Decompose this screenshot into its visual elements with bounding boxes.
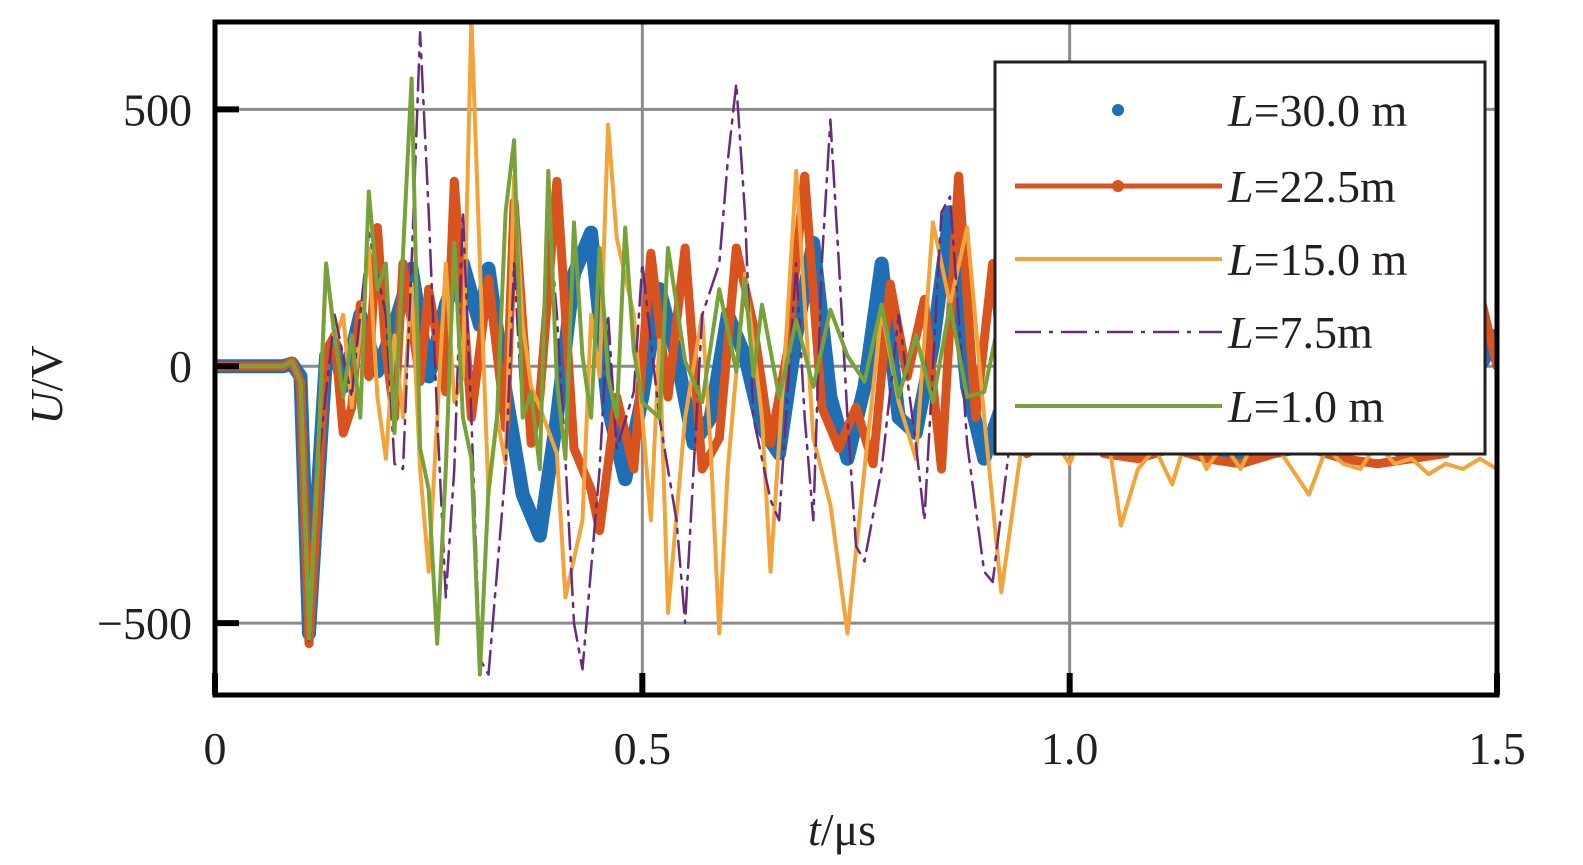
x-tick-label: 0.5 — [614, 723, 672, 774]
legend-marker — [1112, 104, 1124, 116]
series-2 — [215, 22, 1497, 636]
legend-item-1: L=22.5m — [1015, 161, 1396, 212]
x-tick-label: 1.5 — [1468, 723, 1526, 774]
legend-item-0: L=30.0 m — [1112, 85, 1408, 136]
y-tick-label: 500 — [123, 84, 192, 135]
series-line — [215, 31, 1029, 676]
series-line — [215, 22, 1497, 636]
y-tick-label: 0 — [169, 341, 192, 392]
series-line — [215, 76, 1021, 677]
x-tick-label: 1.0 — [1041, 723, 1099, 774]
legend-label: L=15.0 m — [1227, 234, 1408, 285]
y-tick-label: −500 — [97, 598, 192, 649]
legend-label: L=1.0 m — [1227, 381, 1385, 432]
legend-item-4: L=1.0 m — [1015, 381, 1385, 432]
series-3 — [215, 31, 1029, 676]
legend-label: L=7.5m — [1227, 307, 1373, 358]
legend-label: L=30.0 m — [1227, 85, 1408, 136]
legend-label: L=22.5m — [1227, 161, 1396, 212]
series-4 — [215, 76, 1021, 677]
x-tick-label: 0 — [204, 723, 227, 774]
legend-item-2: L=15.0 m — [1015, 234, 1408, 285]
y-axis-label: U/V — [21, 345, 72, 424]
axis-ticks: 0 0.5 1.0 1.5 −500 0 500 — [97, 84, 1526, 774]
x-axis-label: t/μs — [808, 804, 876, 855]
legend: L=30.0 m L=22.5m L=15.0 m L=7.5m L=1.0 m — [993, 60, 1487, 456]
legend-item-3: L=7.5m — [1015, 307, 1373, 358]
legend-marker — [1112, 180, 1124, 192]
plot-frame — [212, 19, 1500, 698]
